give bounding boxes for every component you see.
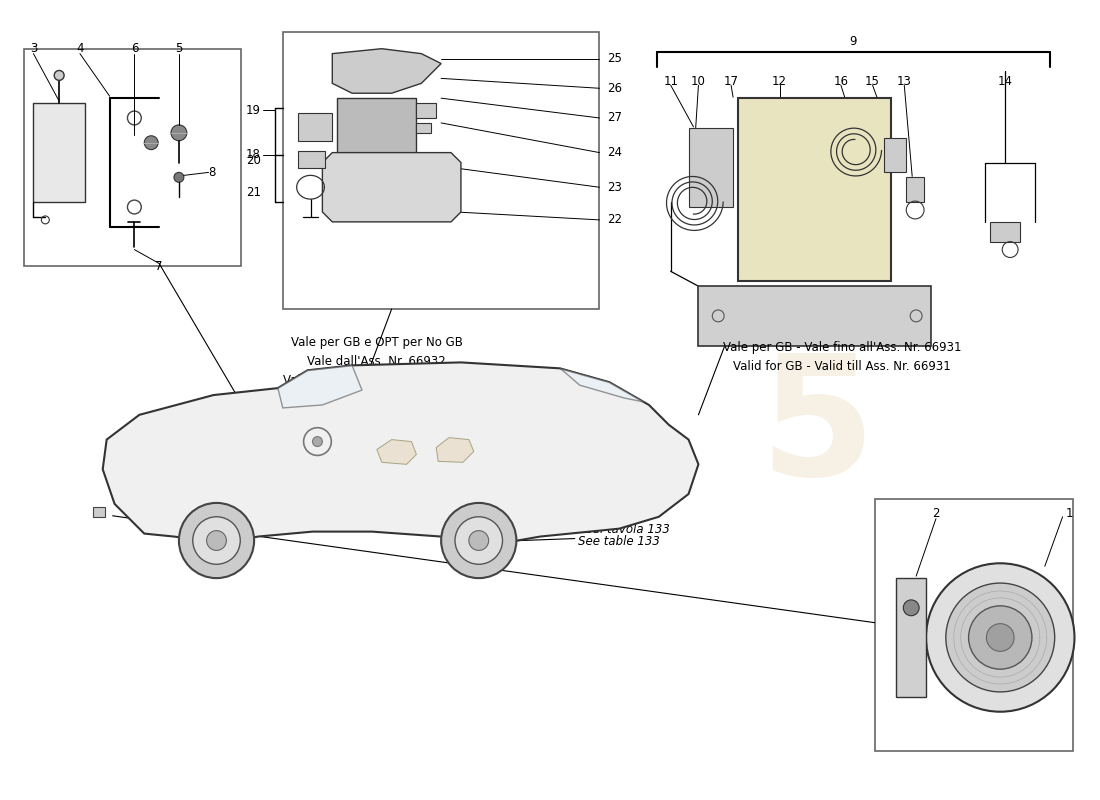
Circle shape — [455, 517, 503, 564]
Bar — [338, 98, 417, 153]
Text: Vale per GB - Vale fino all'Ass. Nr. 66931
Valid for GB - Valid till Ass. Nr. 66: Vale per GB - Vale fino all'Ass. Nr. 669… — [723, 341, 961, 373]
Text: 5: 5 — [759, 348, 876, 511]
Text: 13: 13 — [896, 75, 912, 88]
Text: 11: 11 — [663, 75, 679, 88]
Circle shape — [441, 503, 516, 578]
Text: 9: 9 — [849, 35, 857, 48]
Circle shape — [969, 606, 1032, 669]
Text: 7: 7 — [155, 260, 163, 273]
Text: 16: 16 — [834, 75, 848, 88]
Circle shape — [207, 530, 227, 550]
Text: 3: 3 — [30, 42, 37, 55]
Bar — [896, 578, 926, 697]
Text: 27: 27 — [607, 111, 623, 125]
Bar — [874, 499, 1072, 751]
Circle shape — [192, 517, 240, 564]
Text: Vale per GB e OPT per No GB
Vale dall'Ass. Nr. 66932
Valid for GB and OPT for No: Vale per GB e OPT per No GB Vale dall'As… — [283, 336, 471, 406]
Text: 23: 23 — [607, 181, 623, 194]
Text: 24: 24 — [607, 146, 623, 159]
Text: Vedi tavola112: Vedi tavola112 — [578, 452, 666, 466]
Text: 4: 4 — [76, 42, 84, 55]
Text: See table 133: See table 133 — [578, 535, 660, 549]
Text: a passion for
cars since 1985: a passion for cars since 1985 — [300, 386, 542, 553]
Bar — [417, 123, 431, 133]
Text: 21: 21 — [246, 186, 261, 198]
Polygon shape — [560, 368, 643, 402]
Text: 5: 5 — [175, 42, 183, 55]
Bar — [417, 103, 437, 118]
Text: 15: 15 — [866, 75, 880, 88]
Bar — [92, 507, 104, 517]
Circle shape — [903, 600, 920, 616]
Text: See table112: See table112 — [578, 464, 656, 477]
Circle shape — [312, 437, 322, 446]
Bar — [906, 178, 924, 202]
Text: 6: 6 — [131, 42, 139, 55]
Bar — [698, 286, 931, 346]
Text: 2: 2 — [932, 507, 939, 520]
Text: Vedi tavola 133: Vedi tavola 133 — [578, 522, 670, 535]
Polygon shape — [377, 439, 417, 464]
Bar — [33, 103, 85, 202]
Polygon shape — [332, 49, 441, 94]
Circle shape — [174, 172, 184, 182]
Bar — [23, 49, 241, 266]
Polygon shape — [102, 362, 698, 543]
Bar — [298, 113, 332, 141]
Text: 12: 12 — [772, 75, 788, 88]
Circle shape — [946, 583, 1055, 692]
Bar — [884, 138, 906, 172]
Text: 1: 1 — [1066, 507, 1074, 520]
Text: 20: 20 — [246, 154, 261, 167]
Circle shape — [179, 503, 254, 578]
Polygon shape — [322, 153, 461, 222]
Text: 10: 10 — [691, 75, 706, 88]
Circle shape — [170, 125, 187, 141]
Polygon shape — [278, 366, 362, 408]
Circle shape — [987, 624, 1014, 651]
Text: 22: 22 — [607, 214, 623, 226]
Bar — [298, 150, 326, 169]
Text: 14: 14 — [998, 75, 1013, 88]
Text: 17: 17 — [724, 75, 738, 88]
Circle shape — [144, 136, 158, 150]
Bar — [990, 222, 1020, 242]
Circle shape — [469, 530, 488, 550]
Text: 8: 8 — [208, 166, 216, 179]
Text: 26: 26 — [607, 82, 623, 94]
Text: 19: 19 — [246, 103, 261, 117]
Text: 18: 18 — [246, 148, 261, 161]
Bar — [283, 32, 600, 309]
Bar — [689, 128, 733, 207]
Circle shape — [926, 563, 1075, 712]
Circle shape — [54, 70, 64, 80]
Polygon shape — [437, 438, 474, 462]
Bar — [738, 98, 891, 282]
Text: 25: 25 — [607, 52, 623, 65]
